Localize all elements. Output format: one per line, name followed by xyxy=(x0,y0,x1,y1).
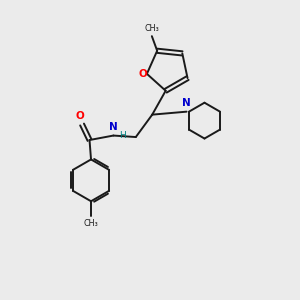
Text: H: H xyxy=(119,131,125,140)
Text: O: O xyxy=(139,69,147,79)
Text: N: N xyxy=(109,122,118,132)
Text: CH₃: CH₃ xyxy=(145,24,159,33)
Text: O: O xyxy=(75,111,84,121)
Text: CH₃: CH₃ xyxy=(84,219,98,228)
Text: N: N xyxy=(182,98,191,108)
